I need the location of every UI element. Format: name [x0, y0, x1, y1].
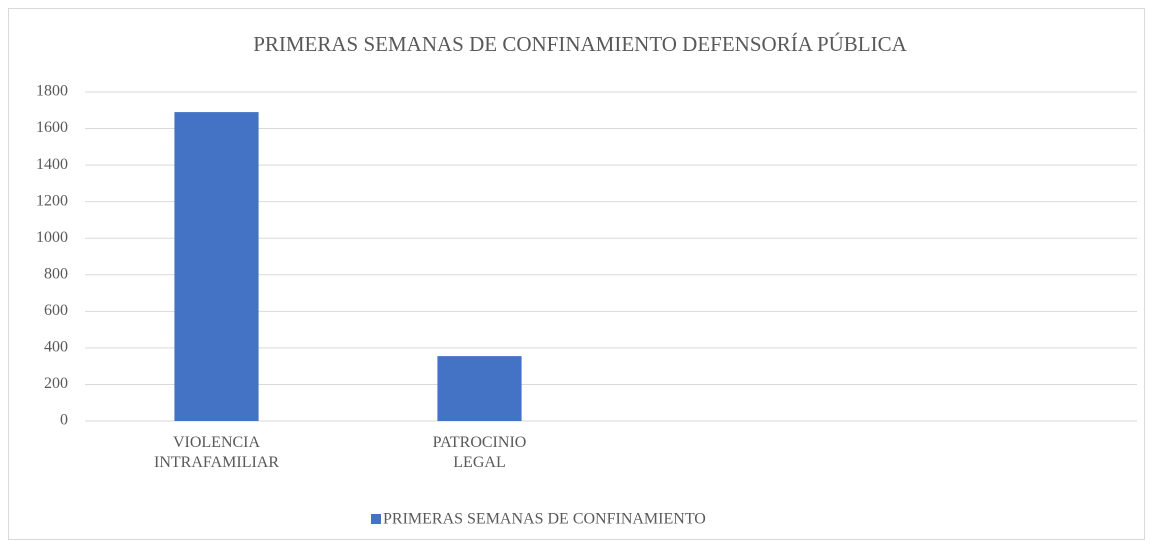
y-tick-label: 1800 [36, 83, 68, 100]
y-tick-label: 1000 [36, 229, 68, 246]
y-tick-label: 400 [44, 339, 68, 356]
y-tick-label: 1200 [36, 192, 68, 209]
y-tick-label: 200 [44, 375, 68, 392]
chart-title: PRIMERAS SEMANAS DE CONFINAMIENTO DEFENS… [253, 32, 907, 56]
x-tick-label: VIOLENCIA INTRAFAMILIAR [153, 434, 280, 471]
legend-swatch [371, 514, 381, 524]
bar [174, 112, 259, 421]
legend-label: PRIMERAS SEMANAS DE CONFINAMIENTO [383, 511, 706, 528]
bar [437, 356, 522, 421]
x-tick-label: PATROCINIO LEGAL [432, 434, 527, 471]
y-tick-label: 1600 [36, 119, 68, 136]
y-tick-label: 0 [60, 412, 68, 429]
y-tick-label: 1400 [36, 156, 68, 173]
y-tick-label: 800 [44, 265, 68, 282]
y-tick-label: 600 [44, 302, 68, 319]
